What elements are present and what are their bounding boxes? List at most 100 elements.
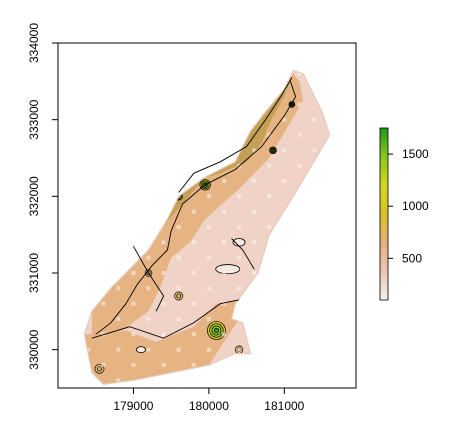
contour-line-3 (231, 238, 255, 270)
grid-point (191, 332, 196, 337)
x-tick-label-0: 179000 (113, 399, 153, 413)
grid-point (176, 317, 181, 321)
grid-point (131, 363, 136, 367)
x-tick-label-1: 180000 (189, 399, 229, 413)
grid-point (146, 286, 151, 291)
grid-point (282, 117, 287, 122)
x-tick-label-2: 181000 (264, 399, 304, 413)
grid-point (221, 179, 226, 183)
hotspot-0 (207, 321, 226, 340)
grid-point (161, 271, 166, 275)
grid-point (282, 148, 287, 153)
grid-point (116, 378, 121, 383)
grid-point (252, 179, 257, 183)
grid-point (176, 225, 181, 229)
grid-point (191, 240, 196, 245)
grid-point (252, 209, 257, 214)
hotspot-6 (94, 363, 105, 374)
colorbar-bar (379, 127, 389, 301)
low-island-3 (136, 346, 146, 354)
y-tick-label-1: 331000 (27, 253, 41, 293)
grid-point (206, 194, 211, 199)
grid-point (267, 194, 272, 199)
grid-point (161, 240, 166, 245)
colorbar-tick-label-1: 1000 (402, 199, 429, 213)
colorbar-tick-label-0: 500 (402, 251, 422, 265)
grid-point (221, 301, 226, 306)
grid-point (101, 363, 106, 367)
grid-point (221, 209, 226, 214)
grid-point (191, 301, 196, 306)
grid-point (252, 240, 257, 245)
grid-point (191, 363, 196, 367)
grid-point (131, 301, 136, 306)
grid-point (267, 133, 272, 137)
x-axis: 179000 180000 181000 (113, 388, 305, 413)
grid-point (191, 209, 196, 214)
grid-point (191, 271, 196, 275)
low-island-0 (215, 264, 241, 275)
grid-point (146, 347, 151, 352)
grid-point (206, 347, 211, 352)
grid-point (146, 255, 151, 260)
grid-point (312, 148, 317, 153)
hotspot-ring-9-1 (176, 293, 182, 299)
contour-line-2 (91, 299, 240, 339)
grid-point (297, 102, 302, 107)
colorbar-tick-label-2: 1500 (402, 147, 429, 161)
y-tick-label-0: 330000 (27, 329, 41, 369)
grid-point (176, 347, 181, 352)
grid-point (237, 286, 242, 291)
grid-point (176, 255, 181, 260)
y-tick-label-3: 333000 (27, 99, 41, 139)
zone-lower-mid (84, 299, 240, 385)
hotspot-ring-6-1 (96, 366, 103, 372)
grid-point (252, 271, 257, 275)
grid-point (176, 286, 181, 291)
colorbar-legend: 500 1000 1500 (379, 127, 429, 301)
region-edge (83, 69, 331, 385)
grid-point (206, 286, 211, 291)
grid-point (161, 332, 166, 337)
hotspot-9 (174, 291, 184, 301)
grid-point (312, 117, 317, 122)
grid-point (297, 133, 302, 137)
grid-point (206, 317, 211, 321)
hotspot-ring-3-1 (271, 149, 275, 152)
grid-point (221, 332, 226, 337)
grid-point (297, 71, 302, 76)
grid-point (206, 225, 211, 229)
grid-point (146, 317, 151, 321)
grid-point (282, 179, 287, 183)
contour-line-1 (178, 77, 293, 193)
grid-point (221, 240, 226, 245)
hotspot-3 (269, 146, 277, 155)
y-tick-label-4: 334000 (27, 23, 41, 63)
grid-point (101, 301, 106, 306)
contour-layer (91, 77, 297, 339)
grid-point (237, 255, 242, 260)
grid-point (267, 225, 272, 229)
grid-point (131, 271, 136, 275)
grid-point (237, 194, 242, 199)
grid-point (221, 271, 226, 275)
grid-point (131, 332, 136, 337)
field-layer (83, 69, 331, 385)
grid-point (297, 163, 302, 168)
grid-point (116, 347, 121, 352)
grid-point (267, 163, 272, 168)
hotspot-ring-0-1 (213, 327, 220, 334)
grid-point (237, 347, 242, 352)
contour-line-4 (133, 245, 165, 312)
grid-point (116, 286, 121, 291)
grid-point (161, 301, 166, 306)
grid-point (252, 148, 257, 153)
contour-line-0 (95, 81, 297, 335)
grid-point (86, 347, 91, 352)
grid-point (161, 363, 166, 367)
y-axis: 330000 331000 332000 333000 334000 (27, 23, 58, 370)
grid-point (116, 317, 121, 321)
grid-point (237, 225, 242, 229)
grid-point (206, 255, 211, 260)
